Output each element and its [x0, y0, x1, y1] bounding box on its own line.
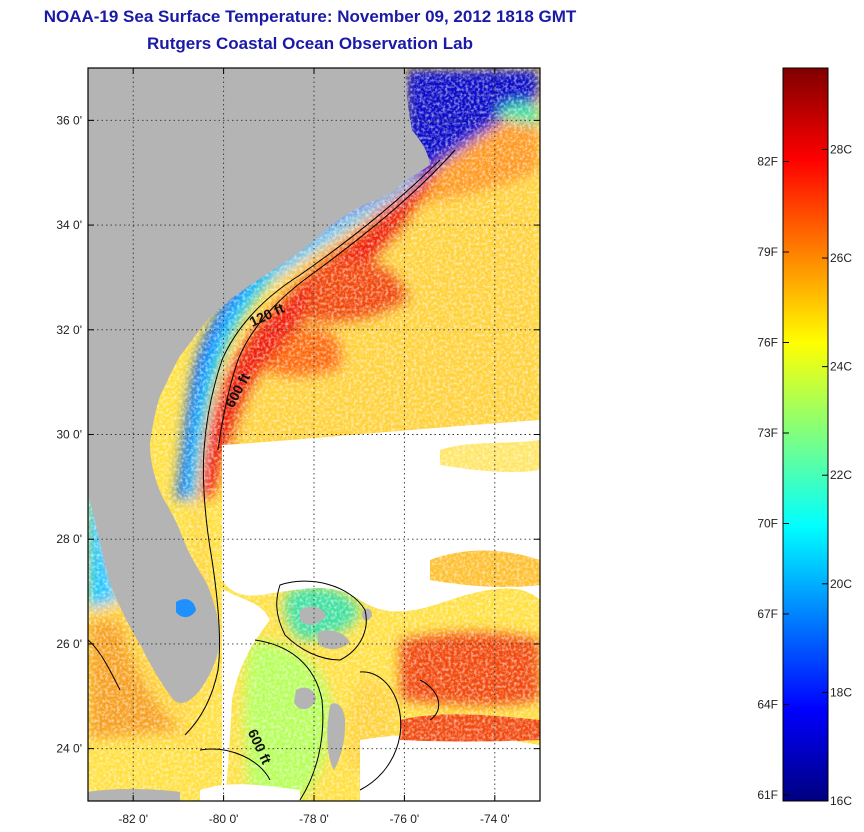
celsius-scale: 28C 26C 24C 22C 20C 18C 16C	[822, 142, 852, 808]
colorbar-frame	[782, 67, 829, 802]
lat-tick-label: 24 0'	[56, 742, 82, 756]
fahrenheit-tick-label: 70F	[757, 516, 778, 530]
fahrenheit-tick-label: 73F	[757, 426, 778, 440]
fahrenheit-scale: 82F 79F 76F 73F 70F 67F 64F 61F	[757, 155, 789, 802]
fahrenheit-tick-label: 79F	[757, 245, 778, 259]
graticule	[88, 68, 540, 801]
lon-tick-label: -74 0'	[480, 812, 510, 826]
fahrenheit-tick-label: 64F	[757, 697, 778, 711]
fahrenheit-tick-label: 67F	[757, 607, 778, 621]
celsius-tick-label: 24C	[830, 360, 852, 374]
map-imagery	[88, 68, 540, 801]
lat-tick-label: 26 0'	[56, 637, 82, 651]
colorbar-gradient	[783, 68, 828, 801]
map-title: NOAA-19 Sea Surface Temperature: Novembe…	[43, 7, 577, 26]
lat-tick-label: 36 0'	[56, 113, 82, 127]
land-masses	[88, 68, 430, 801]
longitude-axis: -82 0' -80 0' -78 0' -76 0' -74 0'	[118, 68, 510, 826]
celsius-tick-label: 16C	[830, 794, 852, 808]
celsius-tick-label: 28C	[830, 142, 852, 156]
map-subtitle: Rutgers Coastal Ocean Observation Lab	[147, 34, 473, 53]
lat-tick-label: 32 0'	[56, 323, 82, 337]
bathymetry-contours	[88, 149, 456, 801]
celsius-tick-label: 22C	[830, 468, 852, 482]
celsius-tick-label: 18C	[830, 685, 852, 699]
lat-tick-label: 28 0'	[56, 532, 82, 546]
fahrenheit-tick-label: 61F	[757, 788, 778, 802]
celsius-tick-label: 20C	[830, 577, 852, 591]
lat-tick-label: 30 0'	[56, 428, 82, 442]
celsius-tick-label: 26C	[830, 251, 852, 265]
lon-tick-label: -76 0'	[390, 812, 420, 826]
lat-tick-label: 34 0'	[56, 218, 82, 232]
fahrenheit-tick-label: 76F	[757, 335, 778, 349]
lon-tick-label: -82 0'	[118, 812, 148, 826]
fahrenheit-tick-label: 82F	[757, 155, 778, 169]
lon-tick-label: -78 0'	[299, 812, 329, 826]
lon-tick-label: -80 0'	[209, 812, 239, 826]
latitude-axis: 36 0' 34 0' 32 0' 30 0' 28 0' 26 0' 24 0'	[56, 113, 540, 756]
